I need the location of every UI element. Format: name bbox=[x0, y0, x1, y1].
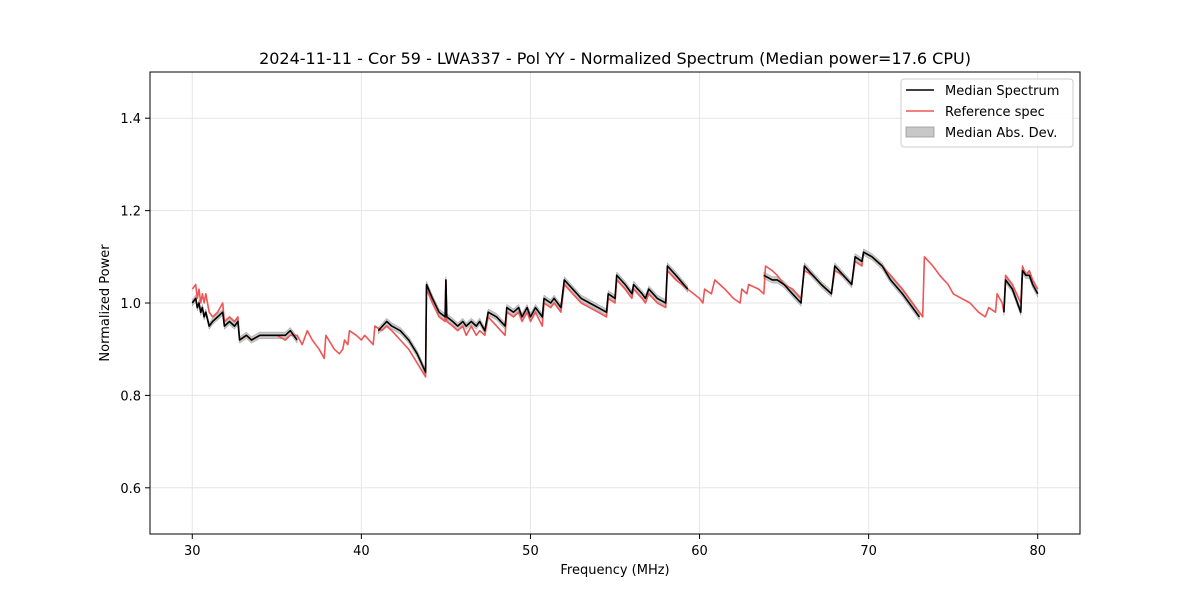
x-tick-label: 50 bbox=[522, 544, 539, 559]
x-tick-label: 70 bbox=[860, 544, 877, 559]
y-tick-label: 1.0 bbox=[120, 297, 141, 312]
x-tick-label: 60 bbox=[691, 544, 708, 559]
y-tick-label: 1.4 bbox=[120, 112, 141, 127]
x-axis: 30 40 50 60 70 80 bbox=[184, 534, 1046, 559]
legend-mad-swatch bbox=[905, 126, 935, 138]
median-series-layer bbox=[191, 251, 1039, 374]
y-axis: 0.6 0.8 1.0 1.2 1.4 bbox=[120, 112, 150, 497]
y-tick-label: 1.2 bbox=[120, 205, 141, 220]
median-spectrum-line bbox=[377, 265, 689, 374]
legend-mad-label: Median Abs. Dev. bbox=[945, 126, 1057, 141]
x-axis-label: Frequency (MHz) bbox=[560, 563, 669, 578]
x-tick-label: 80 bbox=[1029, 544, 1046, 559]
x-tick-label: 30 bbox=[184, 544, 201, 559]
y-tick-label: 0.6 bbox=[120, 482, 141, 497]
legend: Median Spectrum Reference spec Median Ab… bbox=[900, 78, 1074, 148]
median-spectrum-line bbox=[1003, 269, 1039, 313]
y-axis-label: Normalized Power bbox=[98, 244, 113, 362]
chart-title: 2024-11-11 - Cor 59 - LWA337 - Pol YY - … bbox=[259, 49, 971, 68]
mad-band bbox=[378, 262, 688, 376]
legend-median-label: Median Spectrum bbox=[945, 84, 1059, 99]
x-tick-label: 40 bbox=[353, 544, 370, 559]
legend-reference-label: Reference spec bbox=[945, 105, 1045, 120]
median-spectrum-line bbox=[191, 297, 298, 341]
legend-box bbox=[900, 78, 1074, 148]
y-tick-label: 0.8 bbox=[120, 389, 141, 404]
median-spectrum-line bbox=[763, 251, 921, 318]
